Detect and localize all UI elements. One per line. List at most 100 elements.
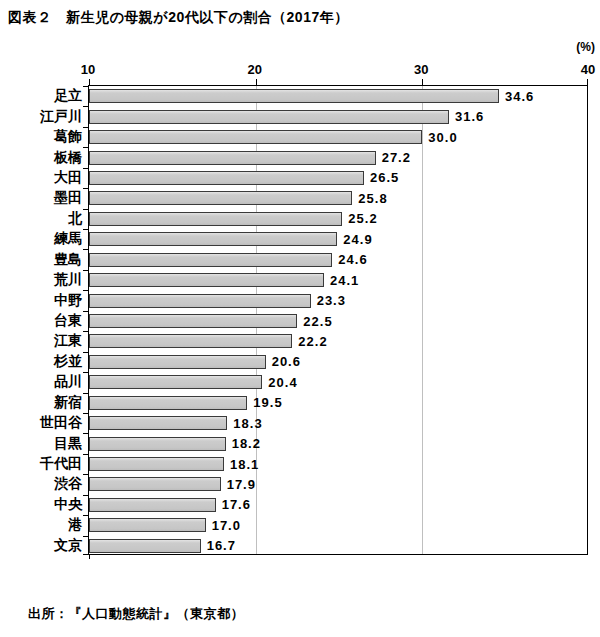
y-axis-tick-mark: [83, 86, 89, 87]
y-axis-tick-mark: [83, 290, 89, 291]
x-axis-tick-mark: [587, 79, 588, 86]
y-axis-tick-mark: [83, 393, 89, 394]
y-axis-tick-mark: [83, 188, 89, 189]
x-axis-tick-label: 10: [68, 62, 108, 77]
value-label: 17.9: [227, 478, 256, 492]
value-label: 31.6: [455, 110, 484, 124]
value-label: 18.2: [232, 437, 261, 451]
value-label: 25.8: [358, 192, 387, 206]
y-axis-tick-mark: [83, 127, 89, 128]
value-label: 20.4: [268, 376, 297, 390]
value-label: 24.6: [338, 253, 367, 267]
y-axis-tick-mark: [83, 249, 89, 250]
category-label: 練馬: [0, 229, 82, 247]
bar: [89, 334, 292, 348]
value-label: 25.2: [348, 212, 377, 226]
category-label: 新宿: [0, 393, 82, 411]
value-label: 24.1: [330, 274, 359, 288]
value-label: 17.6: [222, 498, 251, 512]
category-label: 台東: [0, 311, 82, 329]
category-label: 荒川: [0, 270, 82, 288]
source-note: 出所：『人口動態統計』（東京都）: [28, 605, 244, 623]
value-label: 20.6: [272, 355, 301, 369]
x-axis-tick-mark: [422, 79, 423, 86]
bar: [89, 151, 376, 165]
value-label: 22.2: [298, 335, 327, 349]
y-axis-tick-mark: [83, 474, 89, 475]
bar: [89, 477, 221, 491]
category-label: 世田谷: [0, 413, 82, 431]
value-label: 23.3: [317, 294, 346, 308]
bar: [89, 375, 262, 389]
bar: [89, 518, 206, 532]
y-axis-tick-mark: [83, 209, 89, 210]
x-axis-bottom-tick-mark: [89, 554, 90, 559]
bar: [89, 539, 201, 553]
y-axis-tick-mark: [83, 352, 89, 353]
bar: [89, 232, 337, 246]
y-axis-tick-mark: [83, 554, 89, 555]
value-label: 19.5: [253, 396, 282, 410]
y-axis-tick-mark: [83, 106, 89, 107]
gridline: [422, 86, 423, 554]
bar: [89, 171, 364, 185]
x-axis-tick-mark: [256, 79, 257, 86]
value-label: 34.6: [505, 90, 534, 104]
value-label: 18.3: [233, 417, 262, 431]
bar: [89, 457, 224, 471]
category-label: 杉並: [0, 352, 82, 370]
value-label: 30.0: [428, 131, 457, 145]
bar: [89, 253, 332, 267]
bar: [89, 212, 342, 226]
value-label: 22.5: [303, 315, 332, 329]
bar: [89, 294, 311, 308]
bar: [89, 355, 266, 369]
bar: [89, 130, 422, 144]
value-label: 17.0: [212, 519, 241, 533]
chart-title: 図表２ 新生児の母親が20代以下の割合（2017年）: [8, 9, 349, 27]
unit-label: (%): [576, 40, 595, 54]
y-axis-tick-mark: [83, 147, 89, 148]
y-axis-tick-mark: [83, 311, 89, 312]
y-axis-tick-mark: [83, 495, 89, 496]
category-label: 中央: [0, 495, 82, 513]
category-label: 大田: [0, 168, 82, 186]
category-label: 文京: [0, 536, 82, 554]
bar: [89, 191, 352, 205]
y-axis-tick-mark: [83, 331, 89, 332]
x-axis-tick-mark: [89, 79, 90, 86]
y-axis-tick-mark: [83, 515, 89, 516]
category-label: 江戸川: [0, 107, 82, 125]
bar: [89, 273, 324, 287]
bar: [89, 396, 247, 410]
category-label: 足立: [0, 86, 82, 104]
bar: [89, 498, 216, 512]
category-label: 品川: [0, 372, 82, 390]
y-axis-tick-mark: [83, 536, 89, 537]
value-label: 24.9: [343, 233, 372, 247]
value-label: 26.5: [370, 171, 399, 185]
y-axis-tick-mark: [83, 454, 89, 455]
y-axis-tick-mark: [83, 229, 89, 230]
category-label: 渋谷: [0, 474, 82, 492]
plot-area: 34.631.630.027.226.525.825.224.924.624.1…: [88, 85, 588, 555]
x-axis-tick-label: 40: [568, 62, 600, 77]
category-label: 千代田: [0, 454, 82, 472]
value-label: 18.1: [230, 458, 259, 472]
y-axis-tick-mark: [83, 270, 89, 271]
bar: [89, 110, 449, 124]
bar: [89, 89, 499, 103]
bar: [89, 437, 226, 451]
value-label: 16.7: [207, 539, 236, 553]
x-axis-tick-label: 20: [235, 62, 275, 77]
y-axis-tick-mark: [83, 168, 89, 169]
x-axis-tick-label: 30: [401, 62, 441, 77]
y-axis-tick-mark: [83, 433, 89, 434]
category-label: 豊島: [0, 250, 82, 268]
category-label: 北: [0, 209, 82, 227]
category-label: 港: [0, 515, 82, 533]
bar: [89, 314, 297, 328]
figure-newborn-mothers-chart: 図表２ 新生児の母親が20代以下の割合（2017年） (%) 10203040 …: [0, 0, 600, 637]
y-axis-tick-mark: [83, 372, 89, 373]
category-label: 墨田: [0, 188, 82, 206]
